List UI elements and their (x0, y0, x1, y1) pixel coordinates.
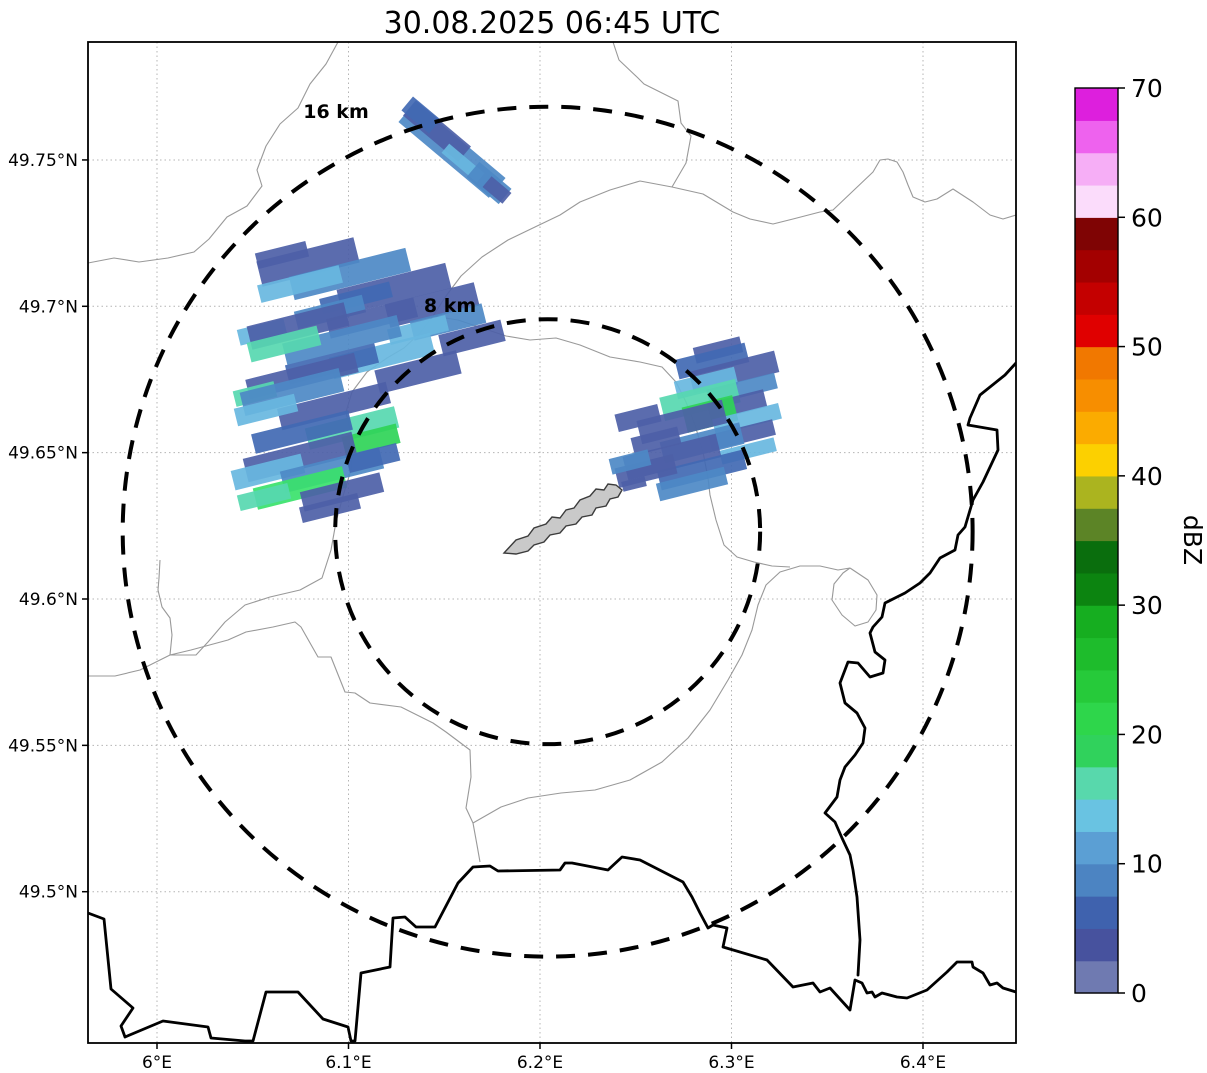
colorbar-segment-18 (1075, 378, 1118, 412)
range-ring-16km (120, 104, 975, 959)
colorbar-segment-8 (1075, 702, 1118, 736)
radar-echo-cell-36 (345, 442, 401, 474)
colorbar-segment-20 (1075, 314, 1118, 348)
colorbar-tick-label-0: 0 (1131, 979, 1147, 1008)
radar-echo-cell-61 (621, 476, 647, 492)
radar-echo-cell-9 (257, 265, 343, 303)
plot-area (88, 42, 1016, 1043)
colorbar-tick-label-60: 60 (1131, 203, 1163, 232)
x-tick-label-1: 6.1°E (325, 1053, 371, 1073)
radar-echo-cell-42 (674, 342, 750, 380)
minor-boundary-line-1 (612, 42, 692, 188)
colorbar-segment-9 (1075, 669, 1118, 703)
radar-echo-cell-59 (608, 449, 652, 475)
radar-echo-cell-32 (341, 423, 401, 457)
colorbar-segment-24 (1075, 184, 1118, 218)
colorbar-segment-23 (1075, 217, 1118, 251)
colorbar-segment-15 (1075, 475, 1118, 509)
colorbar-tick-label-10: 10 (1131, 850, 1163, 879)
radar-echo-cell-7 (256, 237, 360, 287)
colorbar-segment-7 (1075, 734, 1118, 768)
colorbar-segment-10 (1075, 637, 1118, 671)
colorbar-unit-label: dBZ (1178, 515, 1207, 565)
x-tick-label-2: 6.2°E (517, 1053, 563, 1073)
colorbar-segment-21 (1075, 281, 1118, 315)
radar-echo-cell-60 (655, 466, 729, 502)
colorbar-segment-3 (1075, 863, 1118, 897)
radar-echo-cell-38 (299, 472, 385, 512)
radar-echo-cell-58 (614, 454, 678, 488)
colorbar-segment-4 (1075, 831, 1118, 865)
x-tick-label-4: 6.4°E (900, 1053, 946, 1073)
colorbar-tick-label-50: 50 (1131, 333, 1163, 362)
range-ring-label-16km: 16 km (303, 101, 369, 123)
colorbar-segment-6 (1075, 766, 1118, 800)
colorbar-segment-17 (1075, 411, 1118, 445)
colorbar-segment-25 (1075, 152, 1118, 186)
colorbar: 0 10 20 30 40 50 60 70 dBZ (1074, 74, 1207, 1008)
minor-boundary-line-0 (88, 42, 339, 264)
radar-echo-cell-51 (614, 403, 662, 433)
colorbar-segment-5 (1075, 799, 1118, 832)
colorbar-segment-14 (1075, 508, 1118, 542)
range-ring-8km (333, 317, 763, 747)
colorbar-tick-label-30: 30 (1131, 591, 1163, 620)
radar-echo-cell-5 (482, 176, 512, 204)
colorbar-segment-26 (1075, 120, 1118, 154)
range-ring-label-8km: 8 km (424, 295, 476, 317)
colorbar-segment-1 (1075, 928, 1118, 962)
radar-echo-cell-34 (230, 453, 306, 491)
radar-echo-cell-16 (386, 314, 450, 346)
radar-echo-cell-2 (401, 96, 441, 134)
minor-boundary-line-4 (157, 559, 481, 863)
country-border-1 (823, 361, 1016, 977)
colorbar-segment-11 (1075, 605, 1118, 639)
colorbar-segment-2 (1075, 896, 1118, 929)
radar-echo-cell-28 (277, 381, 391, 431)
minor-boundary-line-6 (831, 567, 878, 627)
plot-frame (87, 41, 1017, 1044)
radar-echo-cell-40 (298, 492, 362, 524)
radar-echo-cell-56 (630, 426, 682, 456)
y-tick-label-4: 49.55°N (8, 736, 78, 756)
x-tick-label-0: 6°E (142, 1053, 172, 1073)
y-tick-label-2: 49.65°N (8, 444, 78, 464)
country-border-0 (88, 855, 1016, 1043)
colorbar-segment-19 (1075, 346, 1118, 380)
y-tick-label-0: 49.75°N (8, 151, 78, 171)
colorbar-segment-16 (1075, 443, 1118, 477)
colorbar-segment-12 (1075, 572, 1118, 606)
x-tick-label-3: 6.3°E (708, 1053, 754, 1073)
radar-echo-cell-31 (251, 410, 353, 454)
colorbar-tick-label-40: 40 (1131, 462, 1163, 491)
y-tick-label-3: 49.6°N (19, 590, 78, 610)
colorbar-segment-27 (1075, 88, 1118, 121)
colorbar-segment-22 (1075, 249, 1118, 283)
colorbar-tick-label-70: 70 (1131, 74, 1163, 103)
minor-boundary-line-5 (472, 565, 851, 824)
plot-title: 30.08.2025 06:45 UTC (383, 6, 721, 41)
colorbar-frame (1074, 87, 1119, 994)
radar-echo-cell-20 (282, 315, 402, 365)
y-tick-label-5: 49.5°N (19, 883, 78, 903)
colorbar-segment-13 (1075, 540, 1118, 574)
colorbar-segment-0 (1075, 960, 1118, 994)
radar-echo-cell-39 (236, 482, 292, 512)
y-tick-label-1: 49.7°N (19, 297, 78, 317)
radar-echo-cell-29 (233, 393, 299, 427)
colorbar-tick-label-20: 20 (1131, 720, 1163, 749)
airport-outline (502, 483, 623, 555)
radar-echo-cell-21 (246, 325, 322, 363)
